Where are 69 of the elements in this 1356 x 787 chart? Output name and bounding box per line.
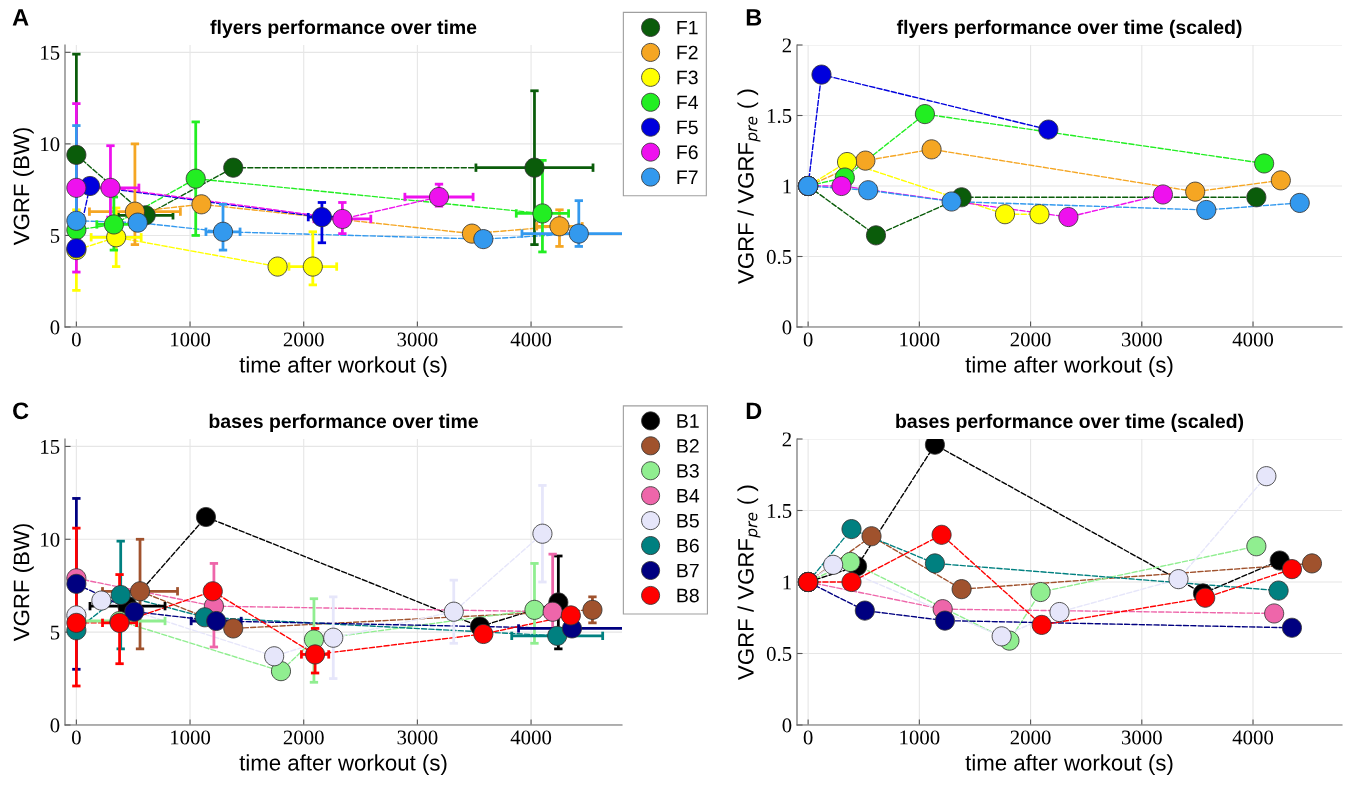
- legend-label: B3: [677, 463, 699, 478]
- x-tick-label: 2000: [283, 332, 324, 347]
- y-tick-label: 0.5: [766, 249, 792, 265]
- x-tick-label: 1000: [171, 730, 211, 745]
- x-tick-label: 1000: [900, 730, 940, 745]
- y-axis-title: VGRF / VGRF$_{pre}$ ( ): [737, 485, 761, 680]
- y-tick-label: 1.5: [767, 503, 792, 519]
- x-tick-label: 3000: [397, 332, 438, 347]
- chart-title: bases performance over time (scaled): [896, 413, 1244, 432]
- text: C: [13, 402, 29, 420]
- y-tick-label: 10: [41, 137, 60, 152]
- x-tick-label: 3000: [397, 730, 438, 745]
- y-tick-label: 10: [41, 532, 60, 547]
- chart-title: flyers performance over time: [210, 19, 477, 38]
- legend-label: F2: [677, 45, 698, 60]
- x-tick-label: 0: [71, 730, 81, 745]
- legend-label: F4: [677, 95, 698, 110]
- y-tick-label: 5: [50, 625, 60, 640]
- y-tick-label: 2: [782, 432, 791, 447]
- y-axis-title: VGRF (BW): [13, 524, 34, 642]
- y-axis-title: VGRF / VGRF$_{pre}$ ( ): [737, 89, 761, 284]
- x-axis-title: time after workout (s): [239, 356, 447, 378]
- x-tick-label: 0: [803, 730, 813, 745]
- x-tick-label: 3000: [1121, 332, 1162, 347]
- x-tick-label: 1000: [171, 332, 211, 347]
- legend-label: B2: [677, 439, 699, 453]
- x-tick-label: 0: [803, 332, 813, 347]
- x-tick-label: 2000: [1010, 332, 1051, 347]
- chart-title: bases performance over time: [209, 413, 478, 432]
- legend-label: B1: [677, 414, 699, 428]
- x-tick-label: 4000: [1232, 332, 1274, 347]
- y-axis-title: VGRF (BW): [13, 128, 34, 246]
- y-tick-label: 0: [782, 320, 792, 335]
- legend-label: F1: [677, 20, 698, 35]
- y-tick-label: 1: [783, 179, 791, 194]
- x-tick-label: 0: [71, 332, 81, 347]
- legend-label: B7: [677, 563, 699, 578]
- x-axis-title: time after workout (s): [965, 754, 1173, 776]
- x-tick-label: 3000: [1121, 730, 1162, 745]
- y-tick-label: 15: [41, 45, 60, 60]
- x-tick-label: 4000: [1232, 730, 1274, 745]
- y-tick-label: 0: [50, 718, 60, 733]
- y-tick-label: 0: [782, 718, 792, 733]
- y-tick-label: 2: [782, 38, 791, 53]
- y-tick-label: 0.5: [766, 646, 792, 662]
- text: B: [746, 9, 762, 26]
- x-tick-label: 2000: [1010, 730, 1051, 745]
- y-tick-label: 5: [50, 229, 60, 243]
- legend-label: B4: [677, 489, 700, 503]
- x-tick-label: 4000: [510, 332, 552, 347]
- legend-label: B8: [677, 588, 699, 603]
- x-axis-title: time after workout (s): [239, 754, 447, 776]
- text: A: [12, 9, 29, 26]
- legend-label: F3: [677, 70, 698, 85]
- legend-label: F7: [677, 170, 698, 184]
- y-tick-label: 15: [41, 439, 60, 454]
- x-tick-label: 2000: [283, 730, 324, 745]
- x-axis-title: time after workout (s): [965, 356, 1173, 378]
- text: D: [746, 402, 762, 419]
- legend-label: B5: [677, 514, 699, 528]
- y-tick-label: 0: [50, 320, 60, 335]
- legend-label: F6: [677, 145, 698, 160]
- legend-label: F5: [677, 120, 698, 135]
- legend-label: B6: [677, 538, 699, 553]
- y-tick-label: 1.5: [767, 108, 792, 124]
- y-tick-label: 1: [783, 575, 791, 590]
- x-tick-label: 4000: [510, 730, 552, 745]
- chart-title: flyers performance over time (scaled): [896, 19, 1242, 38]
- x-tick-label: 1000: [900, 332, 940, 347]
